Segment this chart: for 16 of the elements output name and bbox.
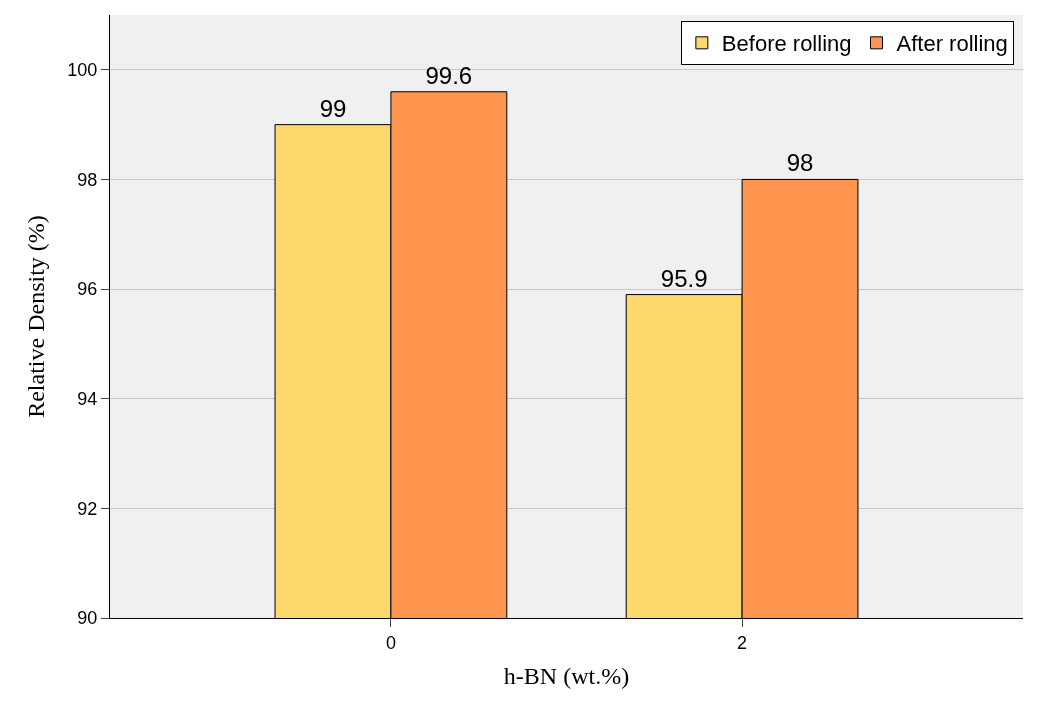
y-tick-label: 98 [77, 169, 98, 190]
data-label: 95.9 [660, 264, 708, 292]
legend-label: After rolling [896, 31, 1008, 57]
y-axis-title: Relative Density (%) [23, 215, 50, 418]
y-tick-label: 100 [67, 60, 98, 81]
x-tick-label: 0 [385, 632, 396, 653]
x-tick-label: 2 [737, 632, 748, 653]
y-tick-label: 94 [77, 389, 98, 410]
data-label: 99 [319, 94, 347, 122]
y-tick-label: 96 [77, 279, 98, 300]
data-label: 99.6 [425, 61, 473, 89]
data-label: 98 [786, 149, 814, 177]
x-axis-title: h-BN (wt.%) [503, 662, 630, 689]
y-tick-label: 92 [77, 498, 98, 519]
legend-label: Before rolling [721, 31, 852, 57]
y-tick-label: 90 [77, 608, 98, 629]
